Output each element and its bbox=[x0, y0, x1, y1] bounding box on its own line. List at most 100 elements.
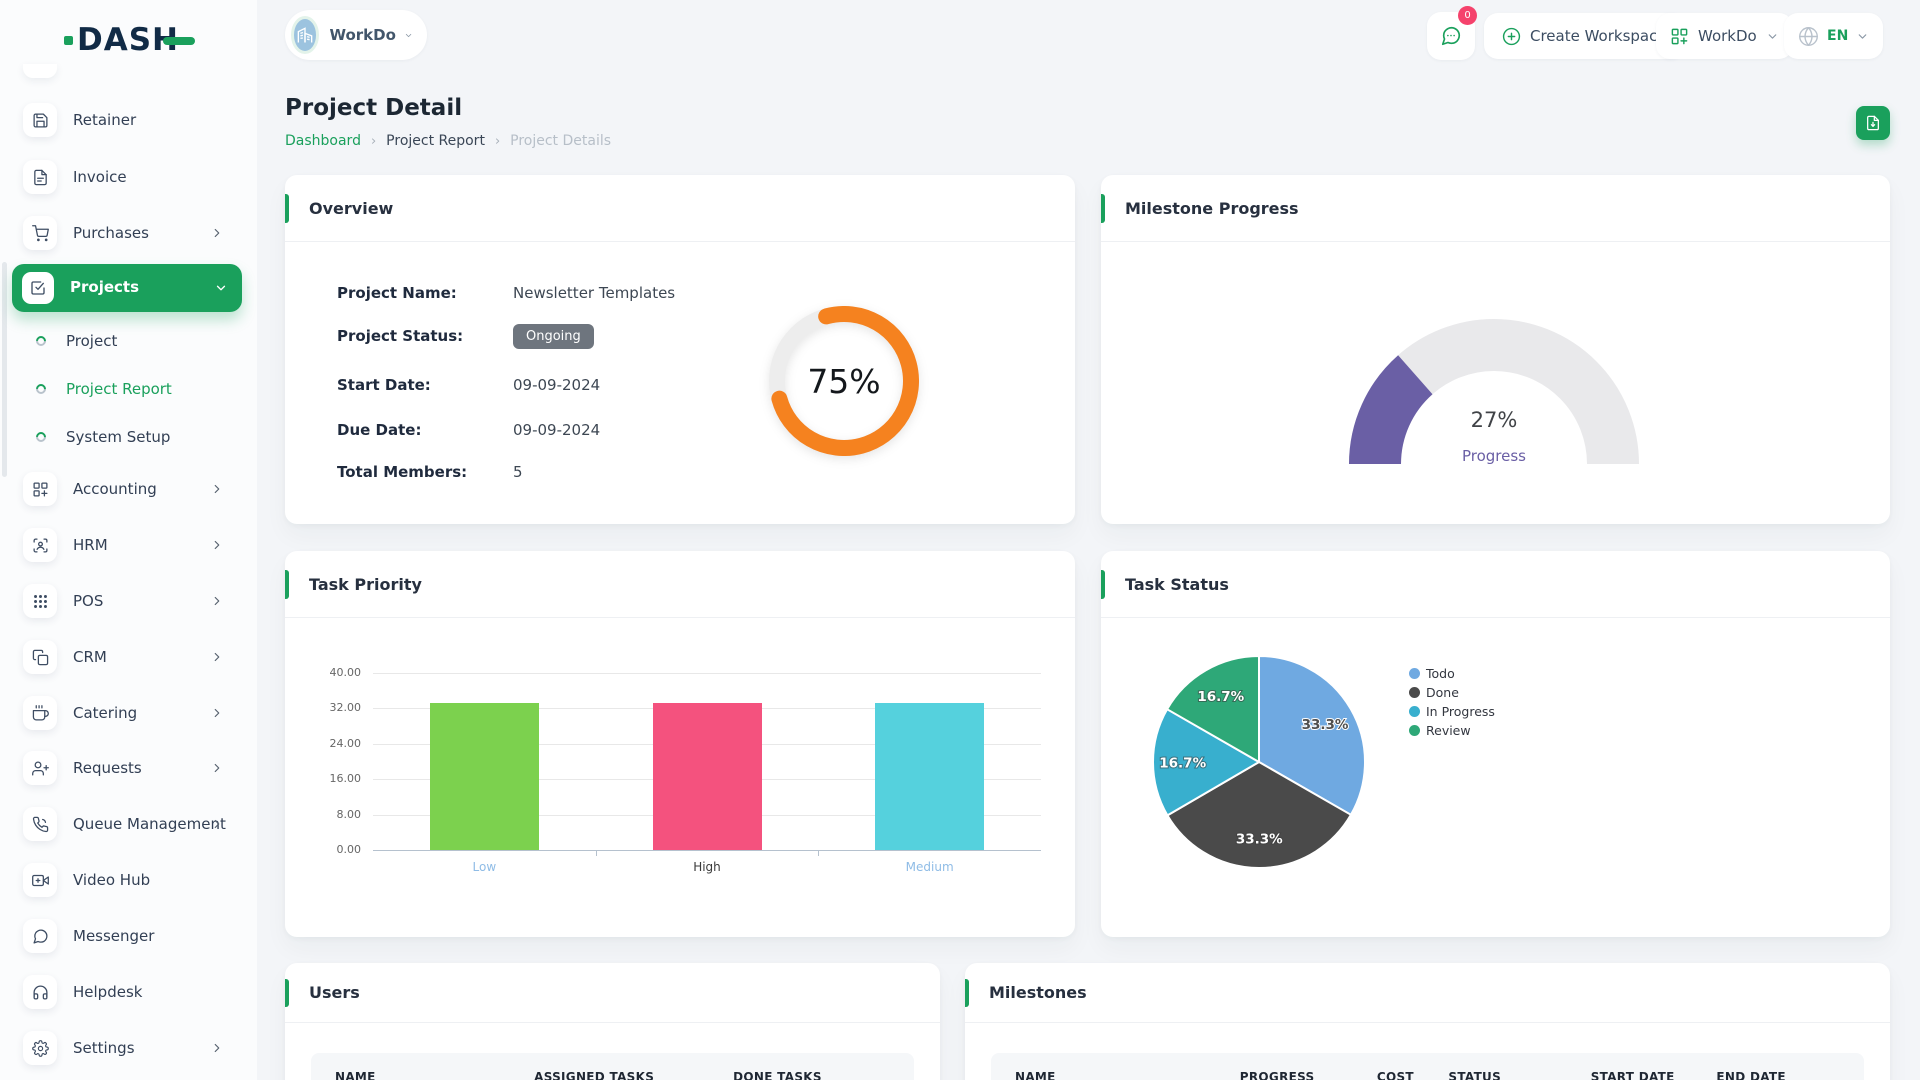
chevron-right-icon bbox=[214, 652, 220, 662]
sidebar-item-hrm[interactable]: HRM bbox=[0, 517, 257, 573]
card-accent-bar bbox=[1101, 570, 1105, 599]
completion-donut-chart: 75% bbox=[769, 306, 919, 456]
users-table: NAME ASSIGNED TASKS DONE TASKS bbox=[311, 1053, 914, 1080]
card-accent-bar bbox=[285, 979, 289, 1007]
legend-item-in-progress[interactable]: In Progress bbox=[1409, 702, 1495, 721]
task-priority-bar-chart: 0.00 8.00 16.00 24.00 32.00 40.00 Low High Mediu… bbox=[285, 551, 1075, 937]
progress-ring-icon bbox=[33, 429, 49, 445]
sidebar-item-catering[interactable]: Catering bbox=[0, 685, 257, 741]
breadcrumb-project-report[interactable]: Project Report bbox=[386, 133, 485, 149]
sidebar-item-label: Video Hub bbox=[73, 871, 151, 889]
sidebar-item-label: Accounting bbox=[73, 480, 157, 498]
sidebar-item-label: Projects bbox=[70, 278, 140, 296]
chevron-right-icon bbox=[214, 708, 220, 718]
chevron-right-icon bbox=[214, 484, 220, 494]
chevron-right-icon bbox=[214, 763, 220, 773]
grid-line bbox=[373, 673, 1041, 674]
video-camera-icon bbox=[23, 863, 57, 897]
globe-icon bbox=[1799, 26, 1818, 46]
grid-plus-icon bbox=[23, 472, 57, 506]
legend-marker-icon bbox=[1409, 687, 1420, 698]
workspace-switcher[interactable]: WorkDo bbox=[285, 10, 427, 60]
sidebar-subitem-project-report[interactable]: Project Report bbox=[0, 365, 257, 413]
sidebar-item-label: CRM bbox=[73, 648, 107, 666]
sidebar-item-pos[interactable]: POS bbox=[0, 573, 257, 629]
sidebar-item-retainer[interactable]: Retainer bbox=[0, 92, 257, 148]
card-title: Overview bbox=[309, 198, 394, 218]
legend-item-review[interactable]: Review bbox=[1409, 721, 1495, 740]
pie-legend: Todo Done In Progress Review bbox=[1409, 664, 1495, 740]
export-report-button[interactable] bbox=[1856, 106, 1890, 140]
pie-slice-done bbox=[1166, 761, 1352, 869]
project-name-value: Newsletter Templates bbox=[513, 284, 676, 302]
chevron-down-icon bbox=[405, 33, 412, 37]
field-label: Project Status: bbox=[337, 327, 464, 345]
sidebar-item-requests[interactable]: Requests bbox=[0, 740, 257, 796]
pie-data-label: 16.7% bbox=[1159, 755, 1206, 771]
sidebar-scrollbar[interactable] bbox=[2, 262, 7, 477]
sidebar-subitem-project[interactable]: Project bbox=[0, 317, 257, 365]
sidebar-item-crm[interactable]: CRM bbox=[0, 629, 257, 685]
chevron-right-icon bbox=[214, 596, 220, 606]
sidebar-item-label: HRM bbox=[73, 536, 108, 554]
sidebar-item-label: Purchases bbox=[73, 224, 149, 242]
dots-grid-icon bbox=[23, 584, 57, 618]
field-label: Start Date: bbox=[337, 376, 431, 394]
sidebar-item-label: Project Report bbox=[66, 380, 172, 398]
chevron-down-icon bbox=[1858, 33, 1867, 39]
card-title: Task Status bbox=[1125, 574, 1229, 594]
pie-data-label: 33.3% bbox=[1302, 717, 1349, 733]
plus-circle-icon bbox=[1502, 27, 1521, 45]
sidebar-item-settings[interactable]: Settings bbox=[0, 1020, 257, 1076]
workspace-menu-label: WorkDo bbox=[1698, 27, 1757, 45]
sidebar-item-label: Catering bbox=[73, 704, 138, 722]
sidebar-item-messenger[interactable]: Messenger bbox=[0, 908, 257, 964]
task-priority-card: Task Priority 0.00 8.00 16.00 24.00 32.00 40.… bbox=[285, 551, 1075, 937]
copy-icon bbox=[23, 640, 57, 674]
legend-item-todo[interactable]: Todo bbox=[1409, 664, 1495, 683]
field-label: Due Date: bbox=[337, 421, 422, 439]
y-axis-tick-label: 16.00 bbox=[329, 772, 362, 786]
progress-ring-icon bbox=[33, 333, 49, 349]
check-square-icon bbox=[22, 272, 54, 304]
card-title: Milestones bbox=[989, 983, 1087, 1002]
language-selector[interactable]: EN bbox=[1784, 13, 1884, 59]
pie-data-label: 16.7% bbox=[1197, 689, 1244, 705]
column-header: NAME bbox=[311, 1053, 535, 1080]
sidebar-subitem-system-setup[interactable]: System Setup bbox=[0, 413, 257, 461]
card-title: Task Priority bbox=[309, 574, 422, 594]
pie-data-label: 33.3% bbox=[1236, 831, 1283, 847]
grid-line bbox=[373, 850, 1041, 851]
breadcrumb-current: Project Details bbox=[510, 133, 612, 149]
task-status-card: Task Status 33.3% 33.3% 16.7% 16.7% Todo Don… bbox=[1101, 551, 1890, 937]
sidebar-item-purchases[interactable]: Purchases bbox=[0, 205, 257, 261]
sidebar-item-label: System Setup bbox=[66, 428, 171, 446]
sidebar-item-invoice[interactable]: Invoice bbox=[0, 149, 257, 205]
sidebar-item-queue-management[interactable]: Queue Management bbox=[0, 796, 257, 852]
create-workspace-button[interactable]: Create Workspace bbox=[1484, 13, 1685, 59]
brand-logo[interactable]: DASH bbox=[64, 22, 195, 58]
workspace-menu-button[interactable]: WorkDo bbox=[1656, 13, 1793, 59]
chat-button[interactable]: 0 bbox=[1427, 6, 1477, 60]
legend-marker-icon bbox=[1409, 725, 1420, 736]
save-icon bbox=[23, 103, 57, 137]
legend-item-done[interactable]: Done bbox=[1409, 683, 1495, 702]
column-header: END DATE bbox=[1716, 1053, 1864, 1080]
x-axis-tick bbox=[818, 850, 820, 856]
sidebar-item-label: Invoice bbox=[73, 168, 127, 186]
table-header-row: NAME PROGRESS COST STATUS START DATE END… bbox=[991, 1053, 1864, 1080]
legend-label: Done bbox=[1426, 685, 1459, 700]
workspace-name: WorkDo bbox=[329, 26, 396, 44]
milestone-progress-card: Milestone Progress 27% Progress bbox=[1101, 175, 1890, 524]
breadcrumb-dashboard[interactable]: Dashboard bbox=[285, 133, 361, 149]
sidebar-item-accounting[interactable]: Accounting bbox=[0, 461, 257, 517]
page-title: Project Detail bbox=[285, 95, 463, 121]
sidebar-item-label: Helpdesk bbox=[73, 983, 143, 1001]
sidebar-item-helpdesk[interactable]: Helpdesk bbox=[0, 964, 257, 1020]
y-axis-tick-label: 24.00 bbox=[329, 736, 362, 750]
sidebar-item-video-hub[interactable]: Video Hub bbox=[0, 852, 257, 908]
sidebar-item-projects[interactable]: Projects bbox=[12, 264, 242, 312]
sidebar-item-label: POS bbox=[73, 592, 104, 610]
field-label: Total Members: bbox=[337, 463, 468, 481]
coffee-icon bbox=[23, 696, 57, 730]
